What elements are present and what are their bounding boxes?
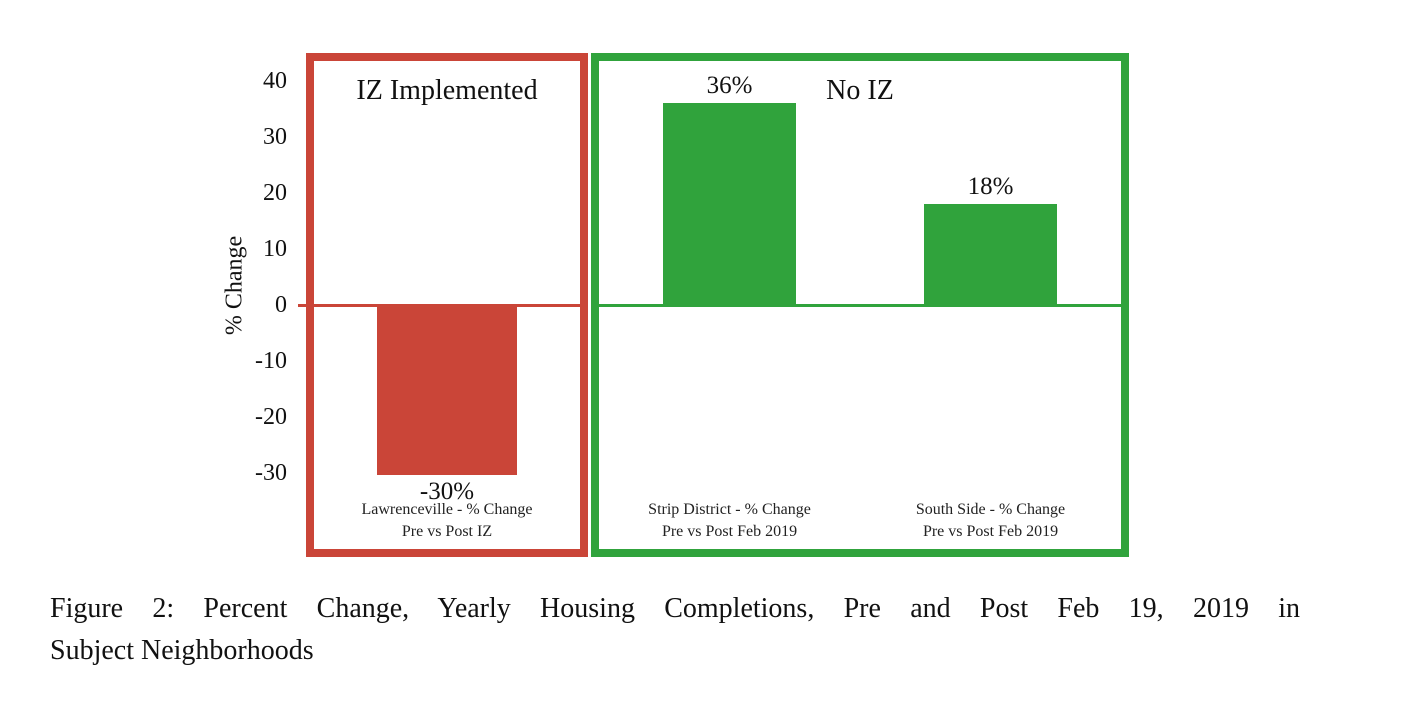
y-tick-label: -10 [255, 348, 287, 374]
y-tick-label: 10 [263, 236, 287, 262]
bar-category-line-1: Strip District - % Change [648, 501, 811, 518]
bar [924, 204, 1057, 305]
bar-category-label: South Side - % Change Pre vs Post Feb 201… [831, 499, 1151, 543]
zero-line [599, 304, 1121, 307]
y-tick-label: 0 [275, 292, 287, 318]
bar-value-label: 36% [706, 72, 753, 100]
bar [377, 307, 517, 475]
figure-caption-line-2: Subject Neighborhoods [50, 635, 314, 666]
y-tick-label: 20 [263, 180, 287, 206]
figure-caption-line-1: Figure 2: Percent Change, Yearly Housing… [50, 593, 1300, 624]
y-tick-label: -20 [255, 404, 287, 430]
y-tick-label: -30 [255, 460, 287, 486]
bar-value-label: -30% [419, 478, 475, 505]
bar-category-line-1: South Side - % Change [915, 501, 1066, 518]
panel-title-no-iz: No IZ [826, 75, 894, 106]
panel-no-iz: No IZ 36% Strip District - % Change Pre vs… [591, 53, 1129, 557]
bar-category-label: Strip District - % Change Pre vs Post Feb… [570, 499, 890, 543]
bar [663, 103, 796, 305]
panel-iz-implemented: IZ Implemented -30% Lawrenceville - % Cha… [298, 53, 588, 557]
panel-title-iz-implemented: IZ Implemented [356, 75, 538, 106]
bar-category-label: Lawrenceville - % Change Pre vs Post IZ [287, 499, 607, 543]
y-tick-label: 40 [263, 68, 287, 94]
bar-category-line-2: Pre vs Post IZ [401, 523, 493, 540]
y-tick-label: 30 [263, 124, 287, 150]
bar-value-label: 18% [967, 173, 1014, 201]
zero-line [298, 304, 580, 307]
bar-category-line-1: Lawrenceville - % Change [361, 501, 533, 518]
bar-category-line-2: Pre vs Post Feb 2019 [922, 523, 1059, 540]
figure-caption: Figure 2: Percent Change, Yearly Housing… [50, 588, 1300, 672]
bar-category-line-2: Pre vs Post Feb 2019 [661, 523, 798, 540]
